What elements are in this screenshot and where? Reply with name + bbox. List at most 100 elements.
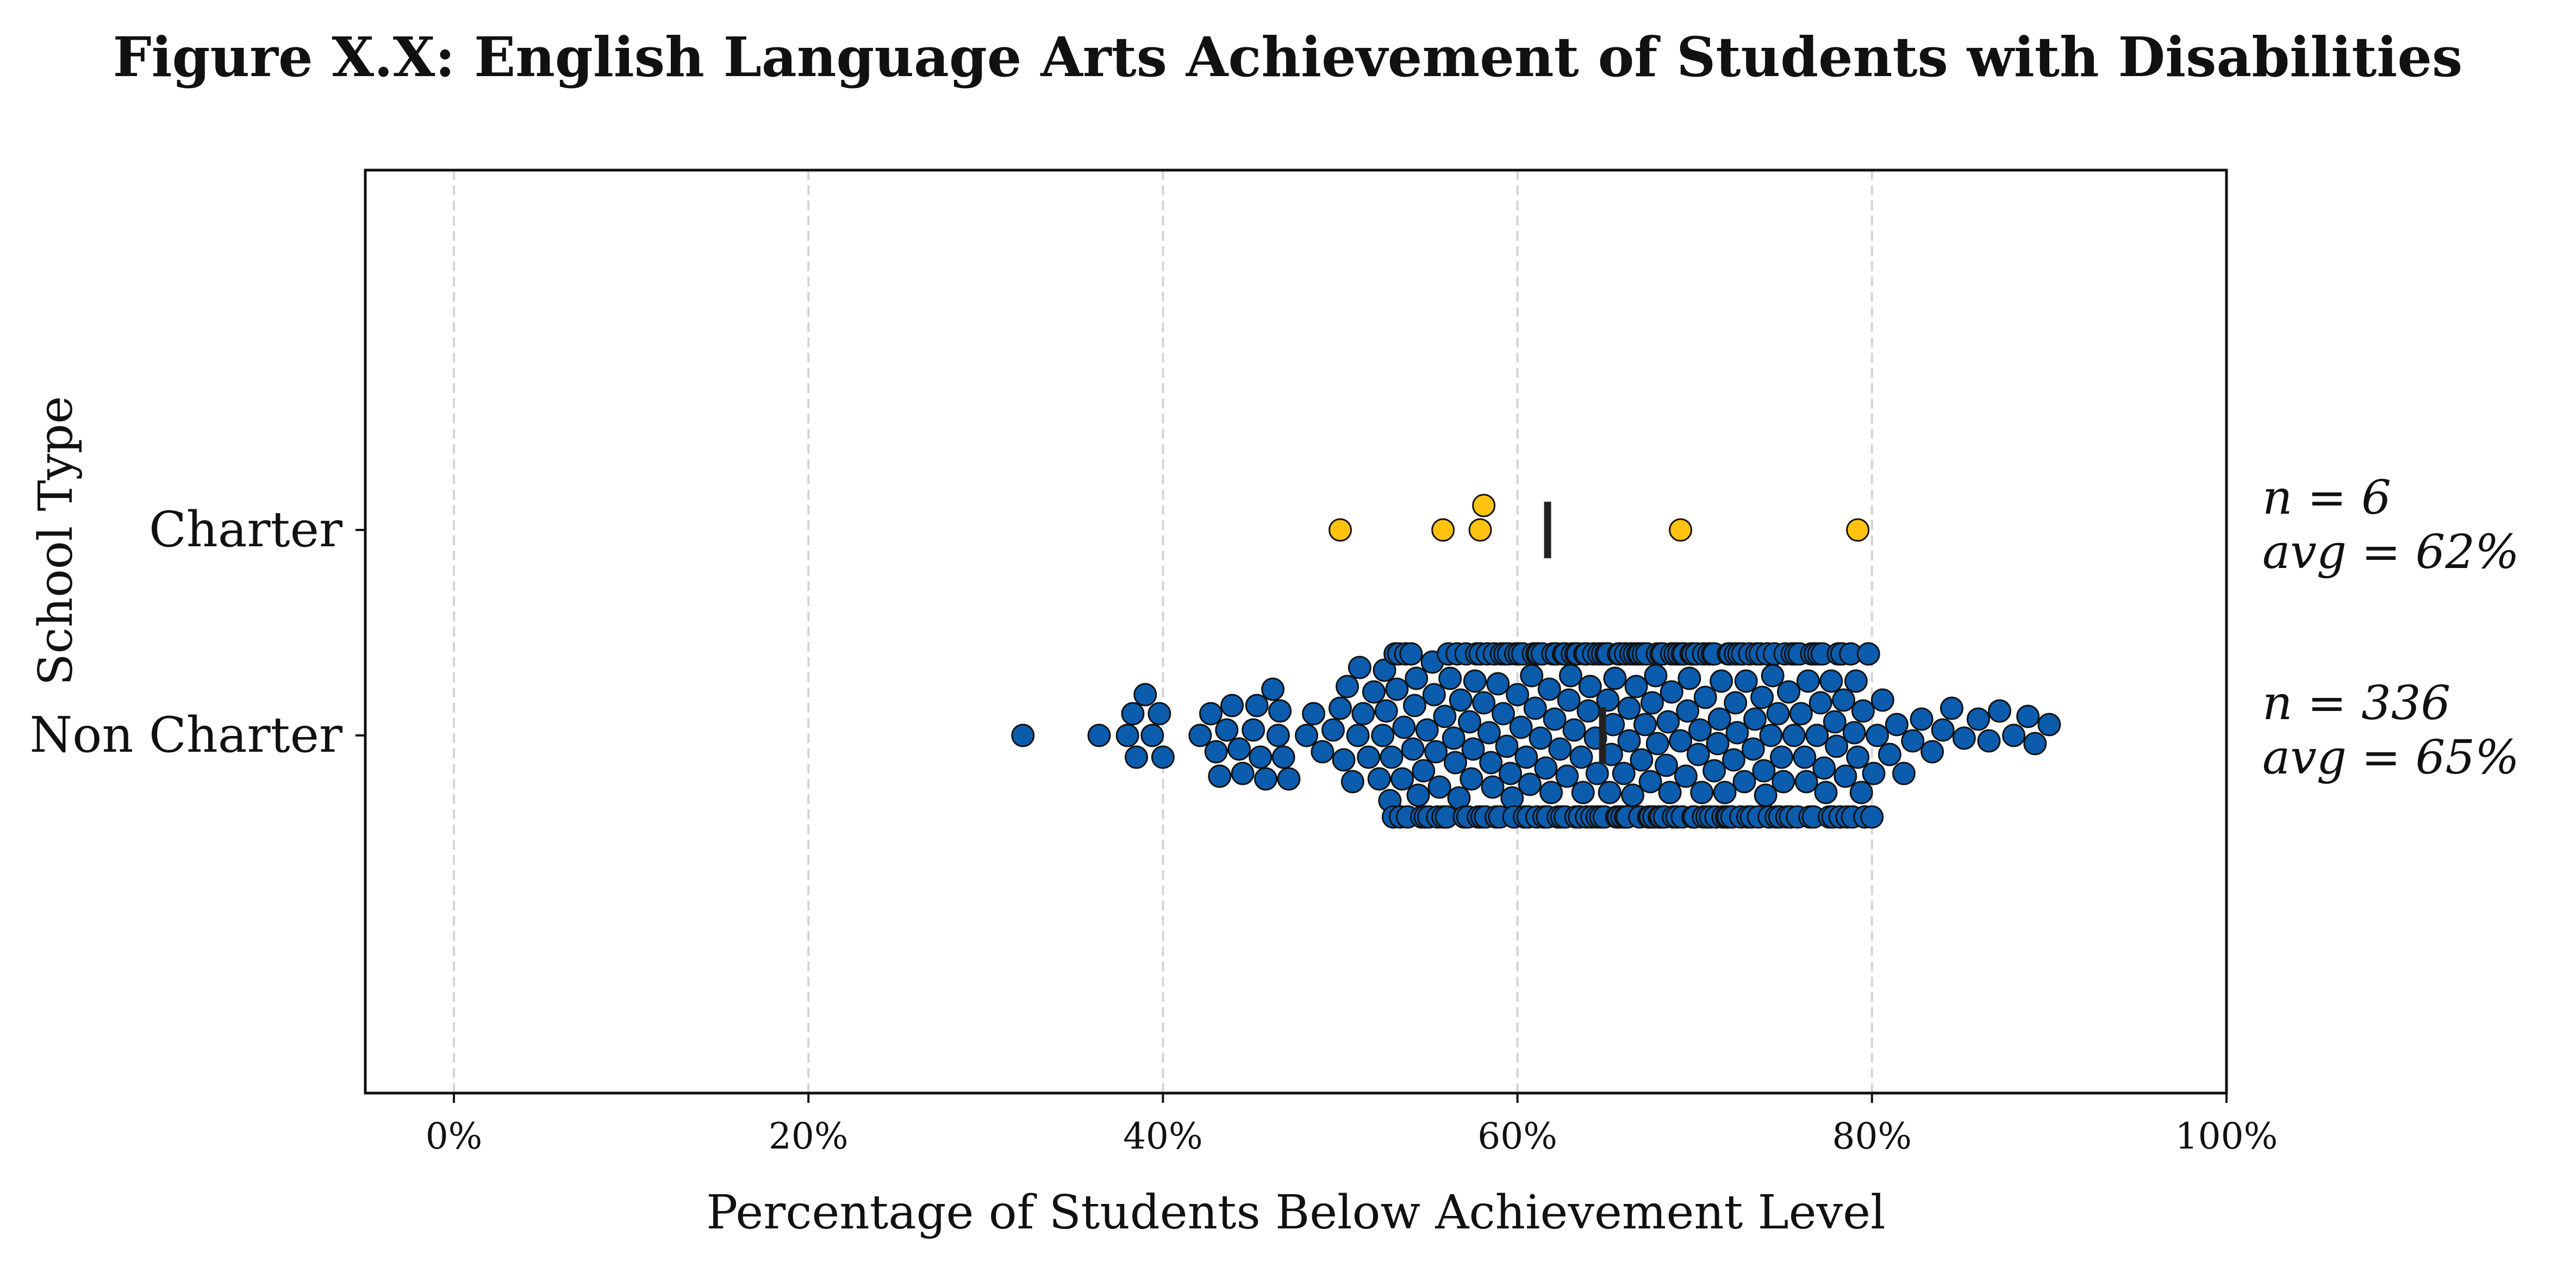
- x-tick-label: 40%: [1123, 1115, 1203, 1157]
- data-point: [1362, 680, 1386, 704]
- data-point: [1743, 707, 1767, 731]
- data-point: [1856, 642, 1880, 666]
- data-point: [1458, 710, 1482, 734]
- data-point: [1295, 723, 1319, 747]
- data-point: [1506, 683, 1530, 707]
- data-point: [1706, 732, 1730, 756]
- data-point: [1199, 702, 1222, 726]
- data-point: [1443, 751, 1467, 775]
- data-point: [1215, 718, 1239, 742]
- data-point: [1772, 770, 1795, 794]
- data-point: [1825, 734, 1849, 758]
- data-point: [1406, 783, 1430, 807]
- data-point: [1477, 721, 1501, 745]
- data-point: [1442, 726, 1465, 750]
- data-point: [1846, 518, 1870, 542]
- data-point: [1952, 726, 1976, 750]
- data-point: [1133, 683, 1157, 707]
- data-point: [1204, 740, 1228, 764]
- data-point: [1707, 707, 1731, 731]
- data-point: [1734, 669, 1758, 693]
- data-point: [1596, 688, 1620, 712]
- data-point: [1011, 723, 1035, 747]
- data-point: [1266, 723, 1290, 747]
- data-point: [1892, 762, 1916, 785]
- data-point: [1328, 518, 1352, 542]
- data-point: [1752, 759, 1776, 783]
- data-point: [1449, 688, 1473, 712]
- data-point: [1690, 781, 1714, 804]
- n-count-label: n = 336: [2262, 676, 2450, 731]
- data-point: [1794, 770, 1818, 794]
- average-label: avg = 65%: [2262, 731, 2519, 785]
- data-point: [1115, 723, 1139, 747]
- y-axis-ticks: Charter Non Charter: [30, 501, 365, 764]
- data-point: [1412, 759, 1436, 783]
- data-point: [1669, 729, 1693, 753]
- data-point: [1571, 781, 1595, 804]
- data-point: [1725, 721, 1749, 745]
- data-point: [1766, 702, 1790, 726]
- data-point: [1931, 718, 1955, 742]
- data-point: [1638, 770, 1662, 794]
- data-point: [1302, 702, 1326, 726]
- data-point: [1415, 718, 1439, 742]
- data-point: [1669, 518, 1693, 542]
- data-point: [1750, 685, 1774, 709]
- x-tick-label: 80%: [1832, 1115, 1912, 1157]
- data-point: [1851, 699, 1875, 723]
- data-point: [1805, 723, 1829, 747]
- mean-markers: [1544, 502, 1606, 764]
- data-point: [1640, 691, 1664, 715]
- data-point: [1920, 740, 1944, 764]
- data-point: [1529, 726, 1552, 750]
- data-point: [1371, 723, 1395, 747]
- data-point: [1674, 764, 1698, 788]
- data-point: [1621, 783, 1645, 807]
- data-point: [1644, 664, 1668, 688]
- data-point: [1793, 745, 1817, 769]
- data-point: [1789, 702, 1813, 726]
- data-point: [1486, 672, 1510, 696]
- data-point: [1208, 764, 1232, 788]
- data-point: [1612, 762, 1636, 785]
- data-point: [1311, 740, 1334, 764]
- data-point: [1321, 718, 1345, 742]
- average-label: avg = 62%: [2262, 525, 2519, 579]
- data-point: [1499, 762, 1523, 785]
- data-point: [1348, 656, 1371, 679]
- data-point: [1492, 702, 1515, 726]
- data-point: [1392, 715, 1416, 739]
- data-point: [1422, 683, 1446, 707]
- data-point: [1808, 691, 1832, 715]
- data-point: [1557, 688, 1581, 712]
- data-point: [1702, 759, 1726, 783]
- y-axis-label: School Type: [29, 396, 83, 686]
- data-point: [2002, 723, 2026, 747]
- data-point: [1261, 677, 1285, 701]
- data-point: [1537, 677, 1561, 701]
- data-point: [1523, 696, 1547, 720]
- data-point: [1427, 775, 1451, 799]
- data-point: [1770, 745, 1794, 769]
- data-point: [1846, 745, 1870, 769]
- data-point: [1385, 677, 1409, 701]
- data-point: [1220, 694, 1244, 717]
- data-point: [1548, 737, 1572, 761]
- y-tick-label: Charter: [149, 501, 343, 558]
- data-point: [1844, 669, 1868, 693]
- data-point: [1901, 729, 1925, 753]
- data-point: [1576, 699, 1600, 723]
- data-point: [1125, 745, 1149, 769]
- data-point: [1463, 669, 1487, 693]
- data-point: [1332, 748, 1356, 772]
- data-point: [1518, 772, 1542, 796]
- data-point: [1271, 745, 1295, 769]
- data-point: [1819, 669, 1843, 693]
- data-point: [1401, 737, 1425, 761]
- data-point: [1254, 767, 1278, 791]
- data-point: [1399, 642, 1423, 666]
- data-point: [1814, 781, 1838, 804]
- data-point: [1966, 707, 1990, 731]
- data-point: [1630, 748, 1654, 772]
